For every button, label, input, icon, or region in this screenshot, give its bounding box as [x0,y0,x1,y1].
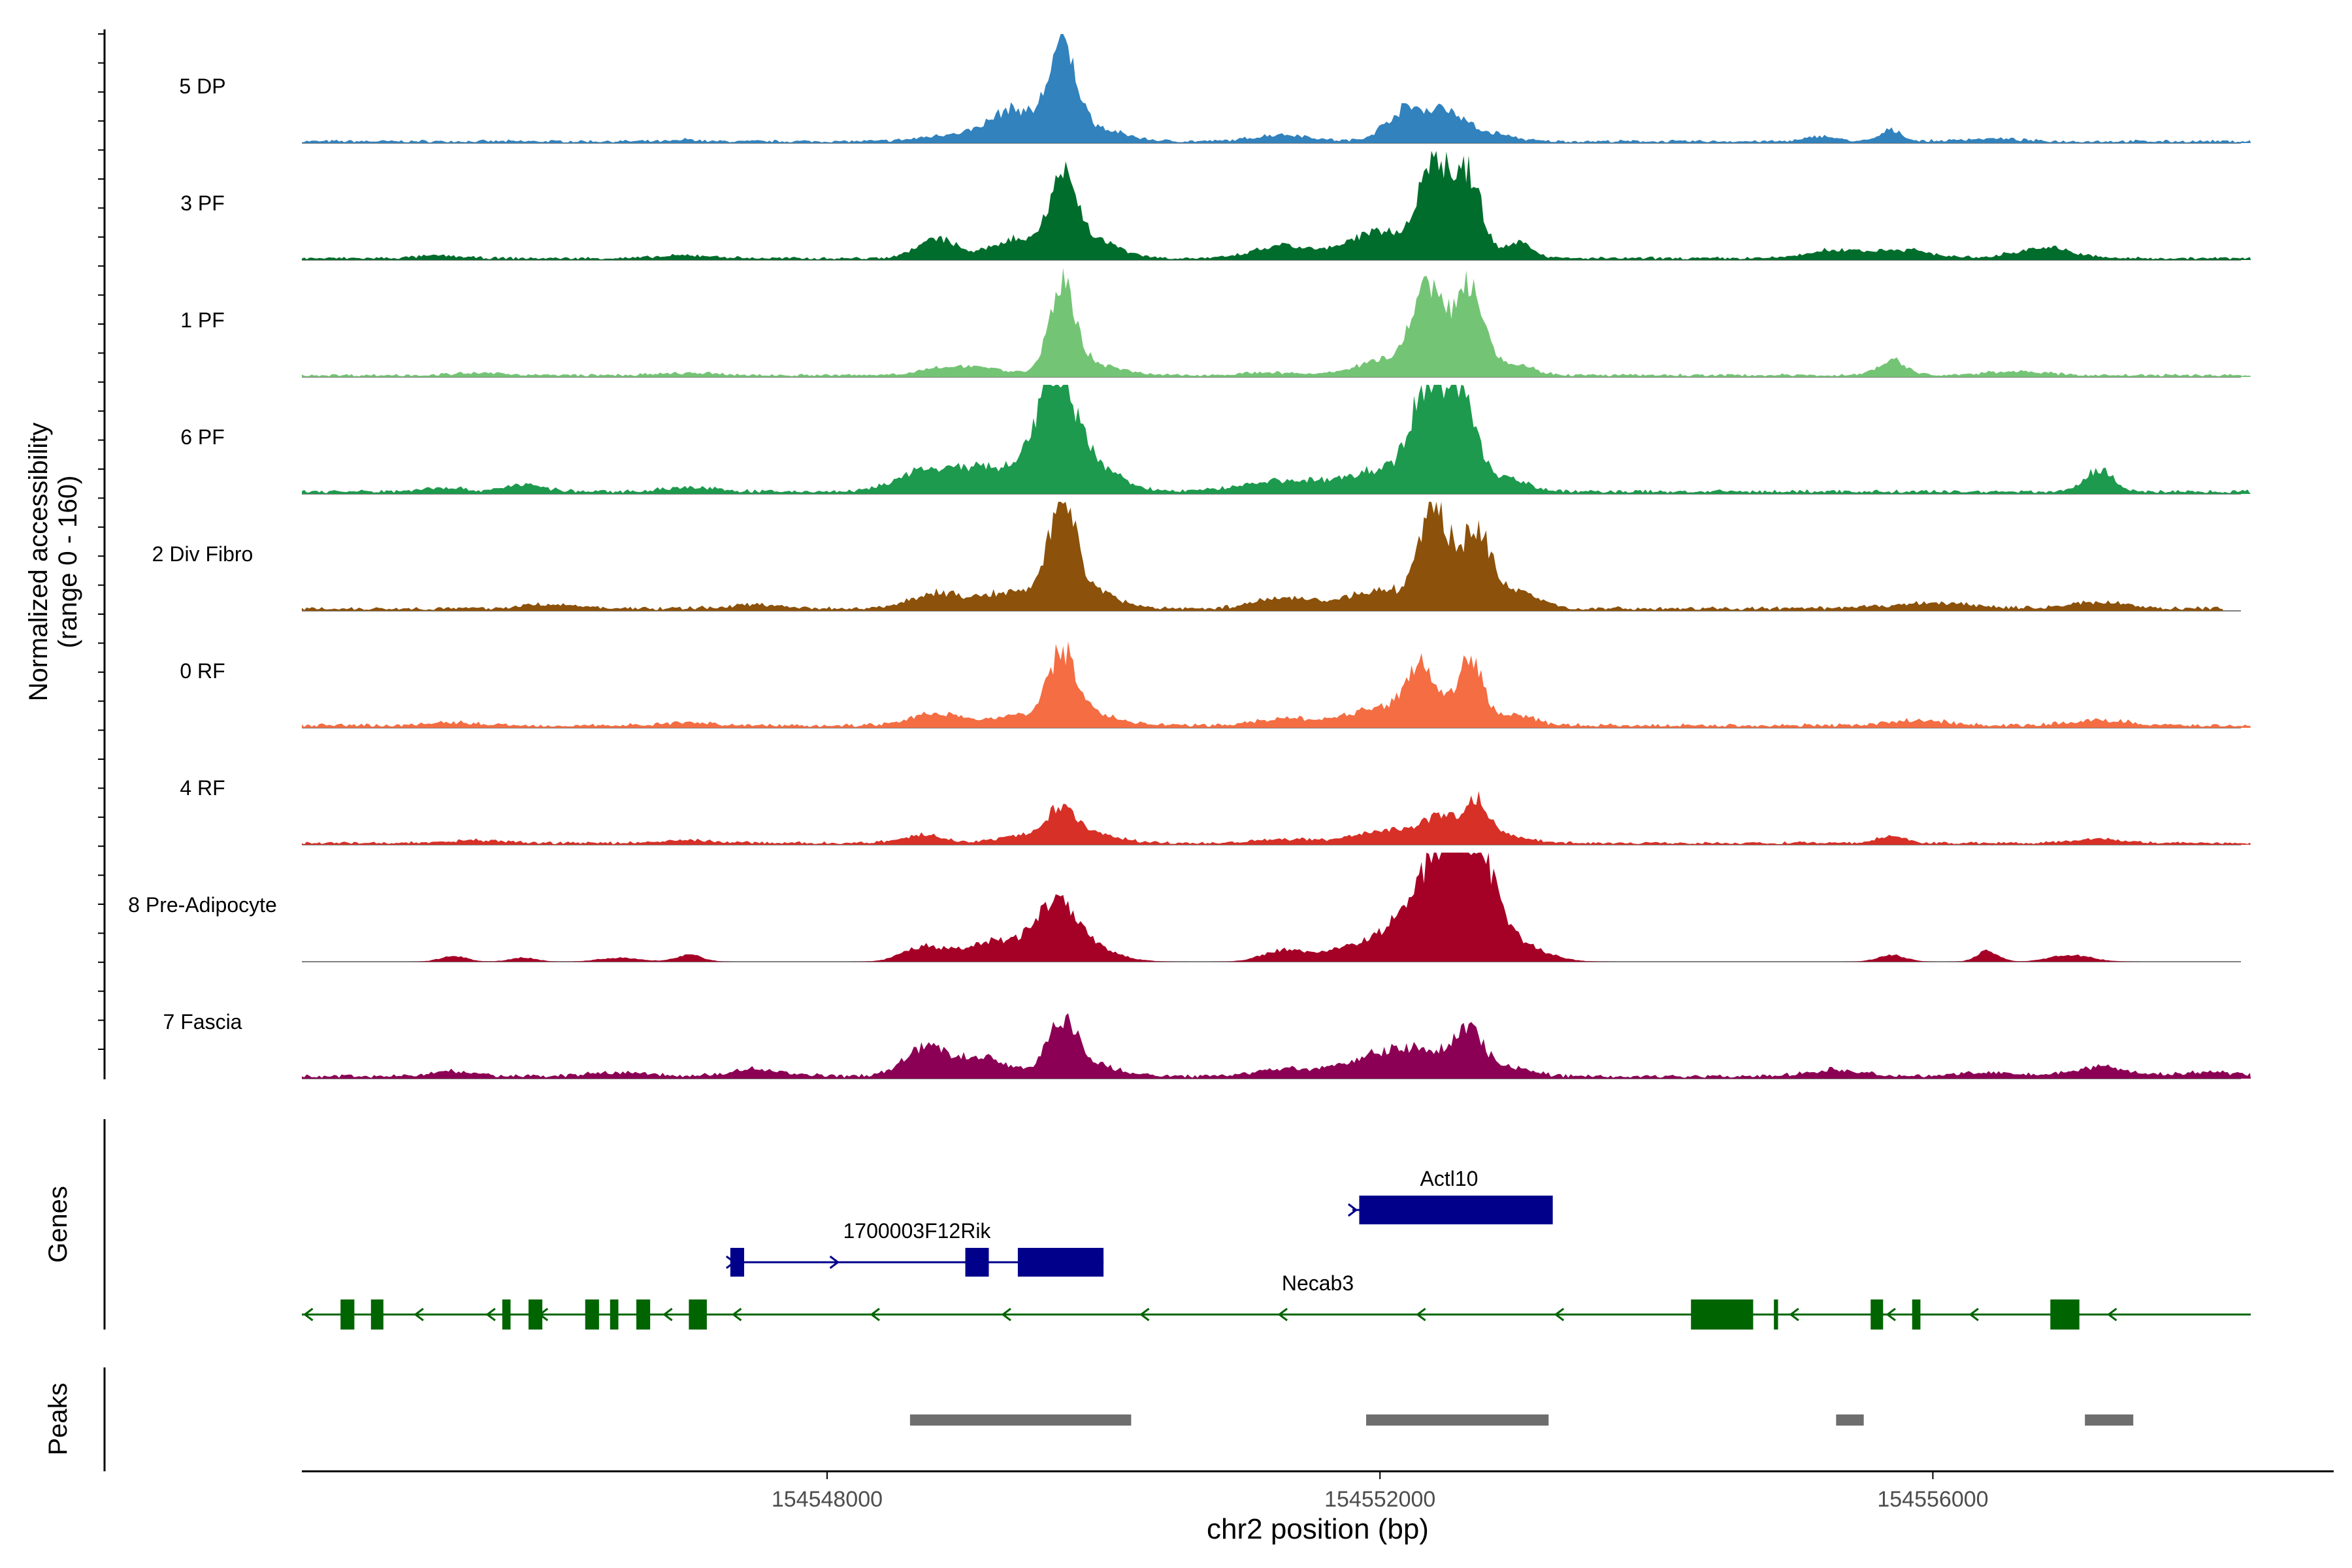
track-label: 7 Fascia [163,1010,242,1034]
strand-chevron [2107,1307,2117,1322]
gene-label: Necab3 [1282,1271,1354,1295]
track-1-pf: 1 PF [180,268,2251,378]
track-4-rf: 4 RF [180,776,2251,845]
track-label: 5 DP [179,74,225,98]
x-axis-ticks: 154548000 154552000 154556000 [772,1471,1989,1512]
gene-label: Actl10 [1420,1167,1478,1190]
strand-chevron [829,1255,840,1269]
strand-chevron [662,1307,673,1322]
strand-chevron [1886,1307,1896,1322]
strand-chevron [538,1307,549,1322]
strand-chevron [303,1307,314,1322]
gene-exon [1774,1299,1778,1330]
strand-chevron [1416,1307,1426,1322]
strand-chevron [1554,1307,1565,1322]
track-coverage-area [302,1013,2251,1079]
y-axis-label-line1: Normalized accessibility [24,423,53,702]
track-3-pf: 3 PF [180,151,2251,261]
track-label: 6 PF [180,425,225,449]
x-tick-label: 154556000 [1877,1487,1988,1512]
strand-chevron [1692,1307,1703,1322]
x-axis-label: chr2 position (bp) [1207,1513,1429,1545]
gene-exon [636,1299,651,1330]
gene-label: 1700003F12Rik [843,1219,991,1243]
peak-region [909,1414,1132,1426]
gene-exon [965,1248,989,1277]
x-tick-label: 154552000 [1324,1487,1435,1512]
track-coverage-area [302,268,2251,377]
track-label: 8 Pre-Adipocyte [128,893,277,917]
gene-exon [585,1299,599,1330]
track-0-rf: 0 RF [180,641,2251,728]
strand-chevron [725,1255,736,1269]
gene-exon [689,1299,707,1330]
track-label: 0 RF [180,659,225,683]
gene-exon [1870,1299,1884,1330]
gene-exon [1359,1196,1553,1224]
peak-region [1366,1414,1549,1426]
track-label: 2 Div Fibro [152,542,253,566]
strand-chevron [731,1307,742,1322]
gene-exon [610,1299,619,1330]
gene-exon [528,1299,543,1330]
track-coverage-area [302,34,2251,143]
track-label: 3 PF [180,191,225,215]
strand-chevron [1968,1307,1979,1322]
gene-exon [370,1299,384,1330]
gene-exon [2050,1299,2080,1330]
track-7-fascia: 7 Fascia [163,1010,2251,1079]
strand-chevron [414,1307,424,1322]
genes-group: 1700003F12Rik Actl10 Necab3 [302,1167,2251,1330]
track-coverage-area [302,641,2251,728]
strand-chevron [1001,1307,1011,1322]
gene-exon [1691,1299,1754,1330]
peaks-group [909,1414,2134,1426]
strand-chevron [1347,1203,1358,1217]
track-label: 1 PF [180,308,225,332]
track-5-dp: 5 DP [179,34,2251,144]
strand-chevron [485,1307,496,1322]
tracks-group: 5 DP 3 PF 1 PF 6 PF 2 Div Fibro 0 RF 4 RF 8 Pre… [128,34,2251,1079]
gene-exon [340,1299,355,1330]
y-axis-label-line2: (range 0 - 160) [54,476,82,649]
gene-exon [502,1299,511,1330]
peak-region [2085,1414,2134,1426]
track-label: 4 RF [180,776,225,800]
peak-region [1836,1414,1864,1426]
track-coverage-area [302,791,2251,845]
gene-exon [1017,1248,1104,1277]
track-coverage-area [302,853,2251,962]
track-coverage-area [302,502,2223,611]
strand-chevron [1277,1307,1288,1322]
gene-necab3: Necab3 [302,1271,2251,1330]
track-coverage-area [302,151,2251,260]
track-6-pf: 6 PF [180,385,2251,495]
y-axis-ticks [98,33,105,1050]
gene-actl10: Actl10 [1347,1167,1553,1224]
track-2-div-fibro: 2 Div Fibro [152,502,2241,612]
track-8-pre-adipocyte: 8 Pre-Adipocyte [128,853,2251,962]
gene-1700003f12rik: 1700003F12Rik [725,1219,1104,1277]
strand-chevron [870,1307,880,1322]
gene-exon [730,1248,745,1277]
gene-exon [1912,1299,1921,1330]
strand-chevron [1139,1307,1150,1322]
genes-label: Genes [44,1186,73,1263]
peaks-label: Peaks [44,1382,73,1455]
track-coverage-area [302,385,2251,494]
x-tick-label: 154548000 [772,1487,883,1512]
strand-chevron [1789,1307,1799,1322]
